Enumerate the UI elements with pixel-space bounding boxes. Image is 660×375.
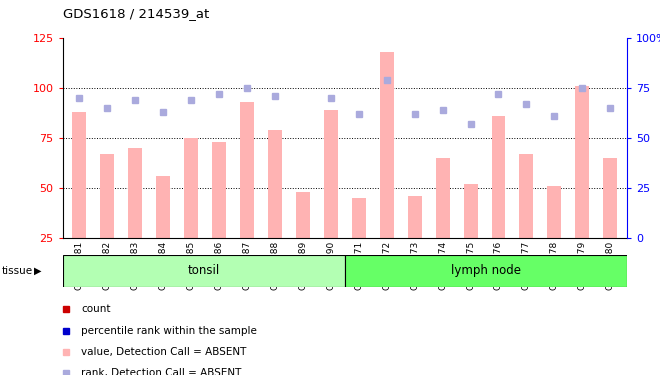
Bar: [73, 112, 86, 238]
Bar: [352, 198, 366, 238]
Text: value, Detection Call = ABSENT: value, Detection Call = ABSENT: [81, 347, 246, 357]
Bar: [436, 158, 449, 238]
Bar: [576, 86, 589, 238]
Bar: [100, 154, 114, 238]
Bar: [212, 142, 226, 238]
Bar: [268, 130, 282, 238]
Bar: [603, 158, 617, 238]
Text: GDS1618 / 214539_at: GDS1618 / 214539_at: [63, 8, 209, 21]
Bar: [408, 196, 422, 238]
Text: tissue: tissue: [1, 266, 32, 276]
Bar: [128, 148, 143, 238]
Text: count: count: [81, 304, 110, 314]
Bar: [324, 110, 338, 238]
Bar: [296, 192, 310, 238]
Text: rank, Detection Call = ABSENT: rank, Detection Call = ABSENT: [81, 368, 242, 375]
Bar: [184, 138, 198, 238]
Bar: [240, 102, 254, 238]
Bar: [463, 184, 478, 238]
FancyBboxPatch shape: [63, 255, 345, 287]
FancyBboxPatch shape: [345, 255, 627, 287]
Bar: [492, 116, 506, 238]
Bar: [156, 176, 170, 238]
Text: tonsil: tonsil: [187, 264, 220, 278]
Text: lymph node: lymph node: [451, 264, 521, 278]
Bar: [547, 186, 562, 238]
Text: ▶: ▶: [34, 266, 42, 276]
Text: percentile rank within the sample: percentile rank within the sample: [81, 326, 257, 336]
Bar: [379, 51, 394, 238]
Bar: [519, 154, 533, 238]
